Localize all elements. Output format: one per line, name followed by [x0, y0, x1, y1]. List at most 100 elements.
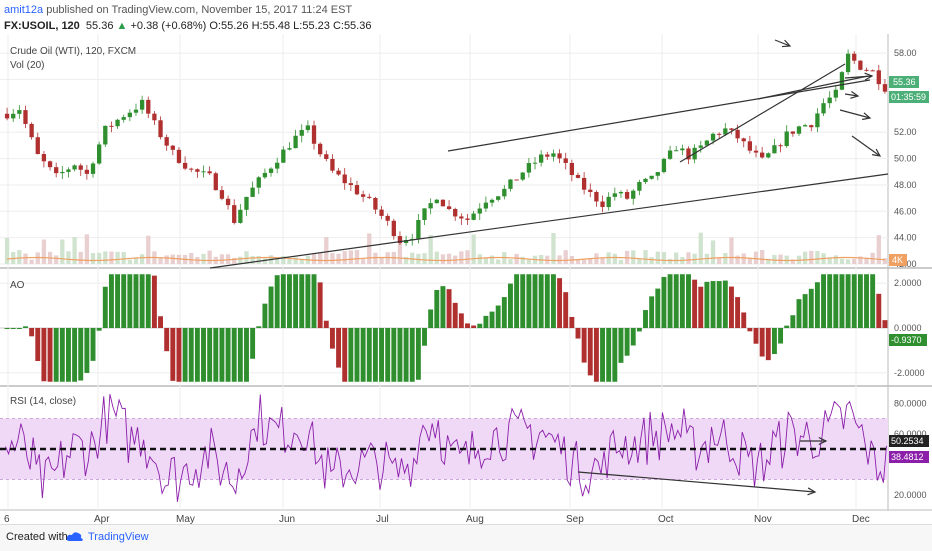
ao-bar [876, 293, 882, 328]
candle-body [176, 149, 182, 163]
author-link[interactable]: amit12a [4, 4, 44, 16]
candle-body [674, 150, 679, 152]
rsi-tick-label: 60.0000 [894, 429, 927, 439]
volume-bar [833, 255, 838, 264]
ao-bar [403, 328, 409, 382]
ao-bar [618, 328, 624, 363]
volume-bar [97, 252, 102, 264]
rsi-mid-tag [889, 435, 929, 447]
candle-body [4, 113, 10, 119]
ao-bar [489, 311, 495, 328]
chart-header: amit12a published on TradingView.com, No… [0, 0, 932, 34]
ao-bar [821, 274, 826, 328]
ao-bar [458, 313, 464, 328]
volume-bar [342, 251, 347, 264]
vol-title: Vol (20) [10, 60, 44, 71]
ao-bar [532, 274, 538, 328]
ao-bar [557, 278, 563, 328]
x-tick-label: Jun [279, 514, 295, 524]
candle-body [23, 110, 28, 124]
forecast-arrow [844, 75, 873, 79]
volume-bar [631, 250, 636, 264]
volume-bar [428, 234, 433, 264]
volume-bar [839, 258, 845, 264]
volume-bar [637, 258, 642, 264]
ao-bar [10, 328, 16, 329]
volume-bar [170, 254, 175, 264]
volume-bar [78, 251, 83, 264]
chart-area[interactable]: 6AprMayJunJulAugSepOctNovDec58.0056.0052… [0, 34, 932, 524]
candle-body [225, 198, 231, 206]
ao-bar [501, 297, 507, 328]
arrow-head [850, 90, 860, 99]
candle-body [152, 113, 157, 121]
ao-bar [673, 274, 679, 328]
ao-bar [593, 328, 599, 382]
candle-body [870, 70, 875, 72]
ao-bar [342, 328, 348, 382]
last-price-tag-label: 55.36 [893, 77, 916, 87]
candle-body [109, 125, 114, 127]
y-tick-label: 46.00 [894, 206, 917, 216]
ao-bar [268, 286, 274, 328]
ao-bar [139, 274, 145, 328]
volume-bar [422, 253, 427, 264]
volume-bar [219, 254, 225, 264]
volume-bar [109, 251, 114, 264]
ao-bar [158, 316, 163, 328]
ao-bar [115, 274, 121, 328]
volume-bar [225, 254, 231, 264]
ao-bar [422, 328, 427, 346]
ao-bar [237, 328, 243, 382]
ao-bar [698, 286, 704, 328]
ao-bar [722, 280, 728, 328]
ao-bar [262, 303, 268, 328]
volume-bar [809, 250, 814, 264]
volume-bar [588, 258, 593, 264]
candle-body [520, 172, 525, 180]
candle-body [594, 191, 599, 202]
ao-bar [41, 328, 47, 382]
volume-bar [496, 259, 501, 264]
ao-bar [366, 328, 372, 382]
ao-bar [59, 328, 65, 382]
volume-bar [514, 253, 519, 264]
tradingview-link[interactable]: TradingView [88, 531, 149, 543]
volume-bar [760, 250, 765, 264]
candle-body [440, 199, 446, 207]
candle-body [348, 183, 353, 186]
ao-bar [569, 316, 575, 328]
volume-bar [29, 259, 34, 264]
candle-body [354, 185, 360, 195]
ao-bar [446, 289, 452, 328]
ao-bar [771, 328, 777, 355]
volume-bar [336, 253, 341, 264]
candle-body [281, 149, 286, 163]
candle-body [139, 99, 145, 110]
countdown-tag [889, 91, 929, 103]
volume-bar [238, 256, 243, 264]
volume-bar [778, 254, 783, 264]
candle-body [195, 169, 200, 172]
volume-bar [403, 256, 409, 264]
ao-bar [151, 275, 157, 328]
candle-body [477, 208, 482, 214]
volume-bar [606, 252, 611, 264]
ao-bar [538, 274, 544, 328]
ao-bar [250, 328, 256, 359]
last-price: 55.36 [85, 20, 114, 32]
candle-body [299, 130, 304, 136]
ao-bar [47, 328, 53, 382]
candle-body [219, 190, 225, 199]
candle-body [127, 112, 132, 118]
candle-body [90, 163, 96, 174]
ao-bar [293, 274, 299, 328]
volume-bar [465, 250, 470, 264]
rising-trendline [679, 63, 846, 163]
candle-body [336, 170, 341, 175]
volume-bar [397, 236, 403, 264]
candle-body [146, 99, 151, 114]
volume-bar [864, 257, 869, 264]
arrow-head [872, 148, 882, 157]
candle-body [827, 97, 832, 104]
